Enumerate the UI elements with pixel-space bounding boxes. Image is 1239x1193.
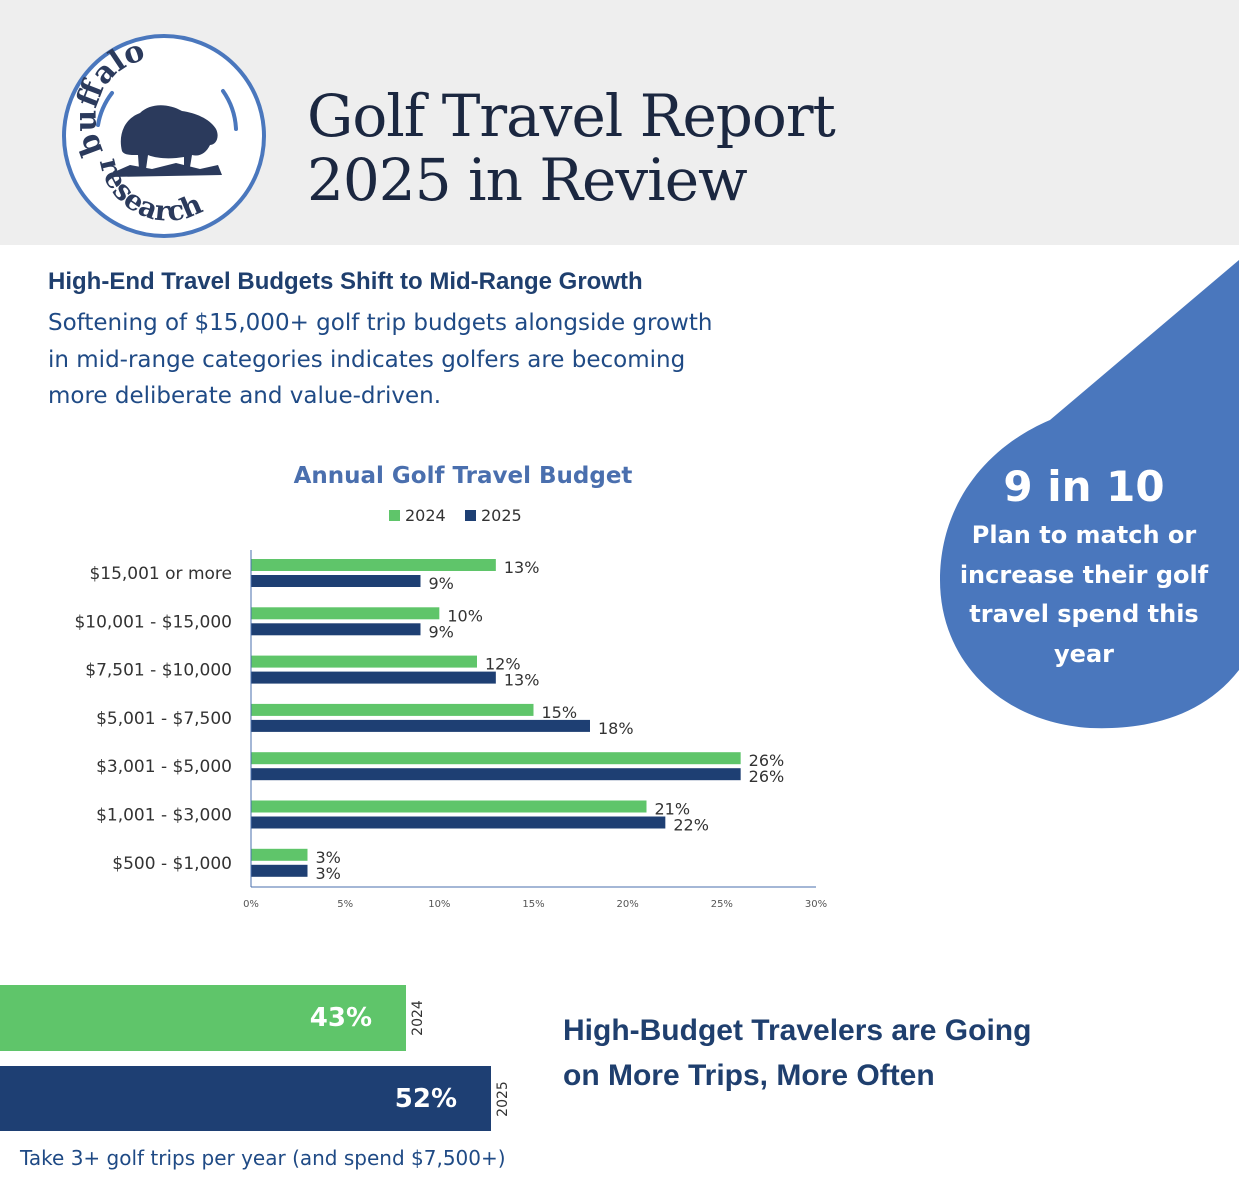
heading-line: on More Trips, More Often	[563, 1059, 935, 1092]
page-title: Golf Travel Report 2025 in Review	[307, 82, 836, 214]
body-line: more deliberate and value-driven.	[48, 383, 441, 409]
data-label: 3%	[316, 864, 341, 883]
data-label: 18%	[598, 719, 634, 738]
data-label: 9%	[429, 574, 454, 593]
category-label: $1,001 - $3,000	[96, 806, 232, 826]
x-tick-label: 20%	[617, 899, 639, 910]
bar-2024	[251, 848, 308, 861]
budget-section-body: Softening of $15,000+ golf trip budgets …	[48, 305, 808, 415]
category-label: $5,001 - $7,500	[96, 709, 232, 729]
legend-label: 2024	[405, 506, 446, 525]
data-label: 15%	[542, 703, 578, 722]
callout-line: increase their golf	[959, 560, 1209, 589]
legend-swatch	[465, 510, 476, 521]
data-label: 26%	[749, 751, 785, 770]
budget-section-heading: High-End Travel Budgets Shift to Mid-Ran…	[48, 268, 643, 295]
category-label: $3,001 - $5,000	[96, 757, 232, 777]
trips-bar-label: 52%	[394, 1083, 457, 1114]
x-tick-label: 15%	[522, 899, 544, 910]
bar-2025	[251, 671, 496, 684]
annual-budget-chart: Annual Golf Travel Budget 2024 2025 $15,001…	[74, 463, 827, 910]
x-tick-label: 0%	[243, 899, 259, 910]
x-tick-label: 25%	[711, 899, 733, 910]
x-tick-label: 30%	[805, 899, 827, 910]
x-tick-label: 5%	[337, 899, 353, 910]
body-line: Softening of $15,000+ golf trip budgets …	[48, 310, 713, 336]
trips-bar-2025: 52%	[0, 1066, 491, 1131]
data-label: 3%	[316, 848, 341, 867]
data-label: 12%	[485, 655, 521, 674]
data-label: 13%	[504, 558, 540, 577]
bar-2025	[251, 816, 666, 829]
callout-line: Plan to match or	[971, 521, 1197, 549]
callout-line: travel spend this	[969, 600, 1199, 628]
title-line-2: 2025 in Review	[307, 146, 748, 214]
x-tick-label: 10%	[428, 899, 450, 910]
callout-text: 9 in 10 Plan to match or increase their …	[950, 458, 1218, 674]
body-line: in mid-range categories indicates golfer…	[48, 346, 686, 373]
bar-2025	[251, 575, 421, 587]
trips-bar-label: 43%	[309, 1003, 372, 1033]
data-label: 21%	[655, 800, 691, 819]
bar-2024	[251, 703, 534, 716]
bar-2024	[251, 607, 440, 620]
bar-2024	[251, 655, 477, 668]
bison-icon	[110, 105, 222, 177]
trips-bar-2024: 43%	[0, 985, 406, 1051]
buffalo-research-logo: buffalo research	[62, 33, 266, 238]
bar-2025	[251, 768, 741, 781]
trips-caption: Take 3+ golf trips per year (and spend $…	[20, 1146, 506, 1170]
bar-2024	[251, 559, 496, 571]
trips-year-label: 2024	[410, 1000, 426, 1036]
bar-2024	[251, 752, 741, 765]
category-label: $10,001 - $15,000	[74, 612, 232, 632]
category-label: $500 - $1,000	[112, 854, 232, 874]
bar-2024	[251, 800, 647, 813]
callout-line: year	[1054, 639, 1114, 668]
category-label: $15,001 or more	[89, 564, 232, 584]
data-label: 9%	[429, 622, 454, 641]
data-label: 10%	[447, 606, 483, 625]
heading-line: High-Budget Travelers are Going	[563, 1014, 1032, 1047]
title-line-1: Golf Travel Report	[307, 82, 836, 150]
data-label: 26%	[749, 767, 785, 786]
bar-2025	[251, 623, 421, 636]
chart-title: Annual Golf Travel Budget	[294, 463, 633, 489]
bar-2025	[251, 864, 308, 877]
bar-2025	[251, 719, 590, 732]
callout-stat: 9 in 10	[1003, 462, 1165, 511]
category-label: $7,501 - $10,000	[85, 661, 232, 681]
data-label: 13%	[504, 671, 540, 690]
data-label: 22%	[673, 816, 709, 835]
trips-section-heading: High-Budget Travelers are Going on More …	[563, 1008, 1123, 1098]
callout-shape	[940, 260, 1239, 729]
legend-swatch	[389, 510, 400, 521]
legend-label: 2025	[481, 506, 522, 525]
trips-year-label: 2025	[495, 1080, 511, 1117]
